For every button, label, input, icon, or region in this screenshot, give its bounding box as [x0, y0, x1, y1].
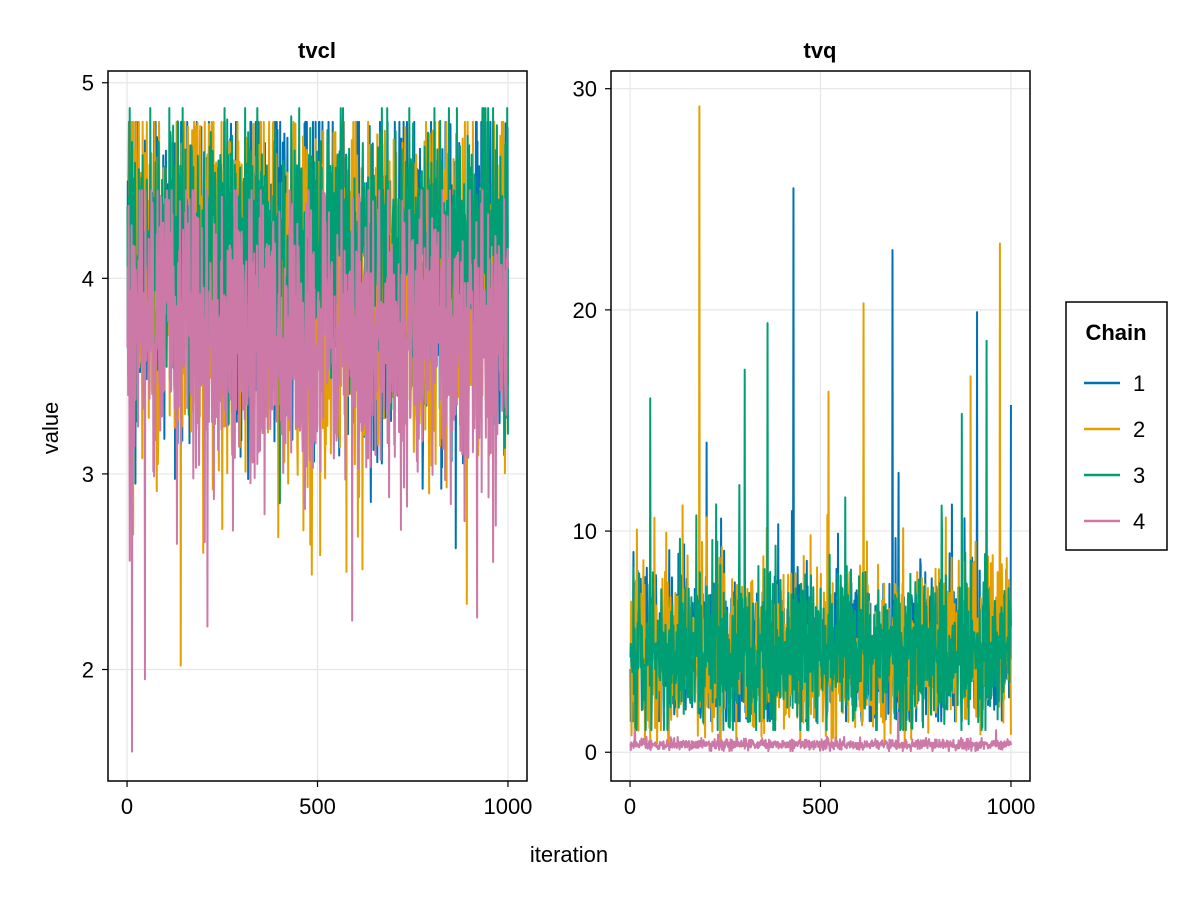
legend-label-1: 1 [1133, 371, 1145, 396]
legend: Chain 1 2 3 4 [1065, 301, 1168, 551]
x-tick-label: 500 [802, 794, 839, 819]
x-tick-label: 500 [299, 794, 336, 819]
y-tick-label: 0 [585, 740, 597, 765]
panel-tvcl: tvcl 0 500 1000 2 3 4 5 [82, 38, 533, 819]
legend-title: Chain [1085, 320, 1146, 345]
y-tick-label: 5 [82, 71, 94, 96]
panel-title-tvq: tvq [804, 38, 837, 63]
panel-tvq: tvq 0 500 1000 0 10 20 30 [573, 38, 1036, 819]
y-axis-label: value [38, 402, 63, 455]
y-tick-label: 30 [573, 77, 597, 102]
legend-box [1065, 301, 1168, 551]
legend-label-3: 3 [1133, 463, 1145, 488]
trace-chain-4-tvcl [126, 189, 509, 753]
y-tick-label: 10 [573, 519, 597, 544]
y-tick-label: 4 [82, 266, 94, 291]
trace-chain-4-tvq [629, 711, 1012, 753]
y-tick-label: 3 [82, 462, 94, 487]
x-tick-label: 1000 [986, 794, 1035, 819]
x-tick-label: 0 [624, 794, 636, 819]
x-axis-label: iteration [530, 842, 608, 867]
x-tick-label: 1000 [483, 794, 532, 819]
legend-label-2: 2 [1133, 417, 1145, 442]
y-tick-label: 2 [82, 658, 94, 683]
legend-label-4: 4 [1133, 509, 1145, 534]
panel-title-tvcl: tvcl [298, 38, 336, 63]
trace-chain-3-tvq [629, 322, 1012, 732]
y-tick-label: 20 [573, 298, 597, 323]
x-tick-label: 0 [121, 794, 133, 819]
